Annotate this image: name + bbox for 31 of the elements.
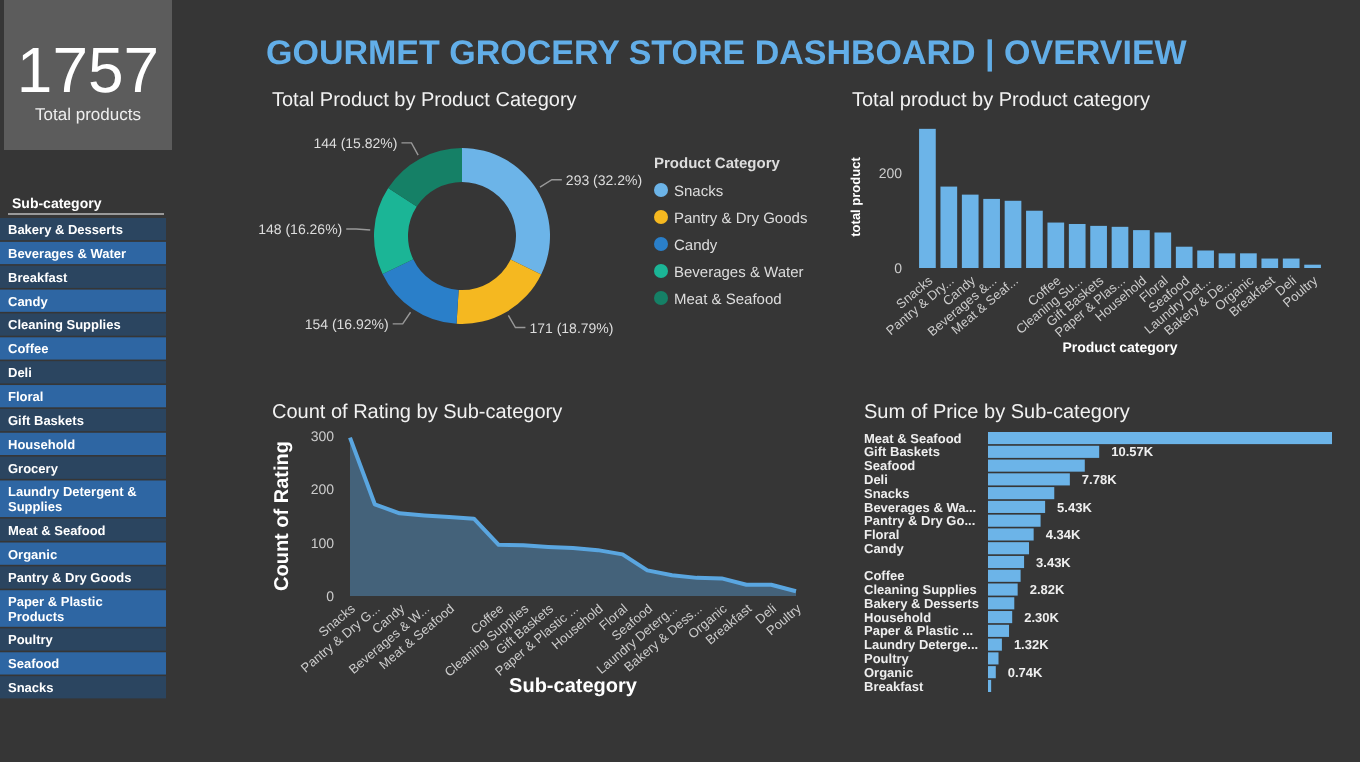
bar bbox=[1004, 200, 1022, 268]
x-axis-title: Sub-category bbox=[509, 676, 638, 698]
bar bbox=[1047, 222, 1065, 268]
donut-slice bbox=[462, 148, 550, 275]
bar bbox=[961, 194, 979, 268]
bar bbox=[1218, 253, 1236, 268]
chart-title: Count of Rating by Sub-category bbox=[272, 402, 563, 424]
bar bbox=[1068, 223, 1086, 268]
bar bbox=[1090, 225, 1107, 268]
bar bbox=[1111, 226, 1129, 268]
donut-slice bbox=[388, 148, 462, 207]
bar bbox=[983, 198, 1000, 268]
chart-title: Sum of Price by Sub-category bbox=[864, 402, 1130, 424]
bar bbox=[1133, 230, 1150, 268]
chart-title: Total Product by Product Category bbox=[272, 90, 577, 112]
bar bbox=[1175, 246, 1193, 268]
bar bbox=[1197, 250, 1214, 268]
donut-slice bbox=[456, 259, 542, 324]
text: GOURMET GROCERY STORE DASHBOARD | OVERVIEW bbox=[266, 34, 1189, 72]
bar bbox=[1240, 253, 1257, 268]
bar bbox=[1026, 210, 1043, 268]
y-axis-title: Count of Rating bbox=[272, 441, 294, 591]
text: Total products bbox=[35, 104, 141, 124]
bar bbox=[1154, 232, 1172, 268]
bar bbox=[1282, 258, 1300, 268]
donut-slice bbox=[374, 188, 417, 274]
text: 1757 bbox=[16, 34, 160, 106]
chart-title: Total product by Product category bbox=[852, 90, 1150, 112]
bar bbox=[940, 186, 958, 268]
bar bbox=[1261, 258, 1279, 268]
bar bbox=[919, 128, 936, 268]
